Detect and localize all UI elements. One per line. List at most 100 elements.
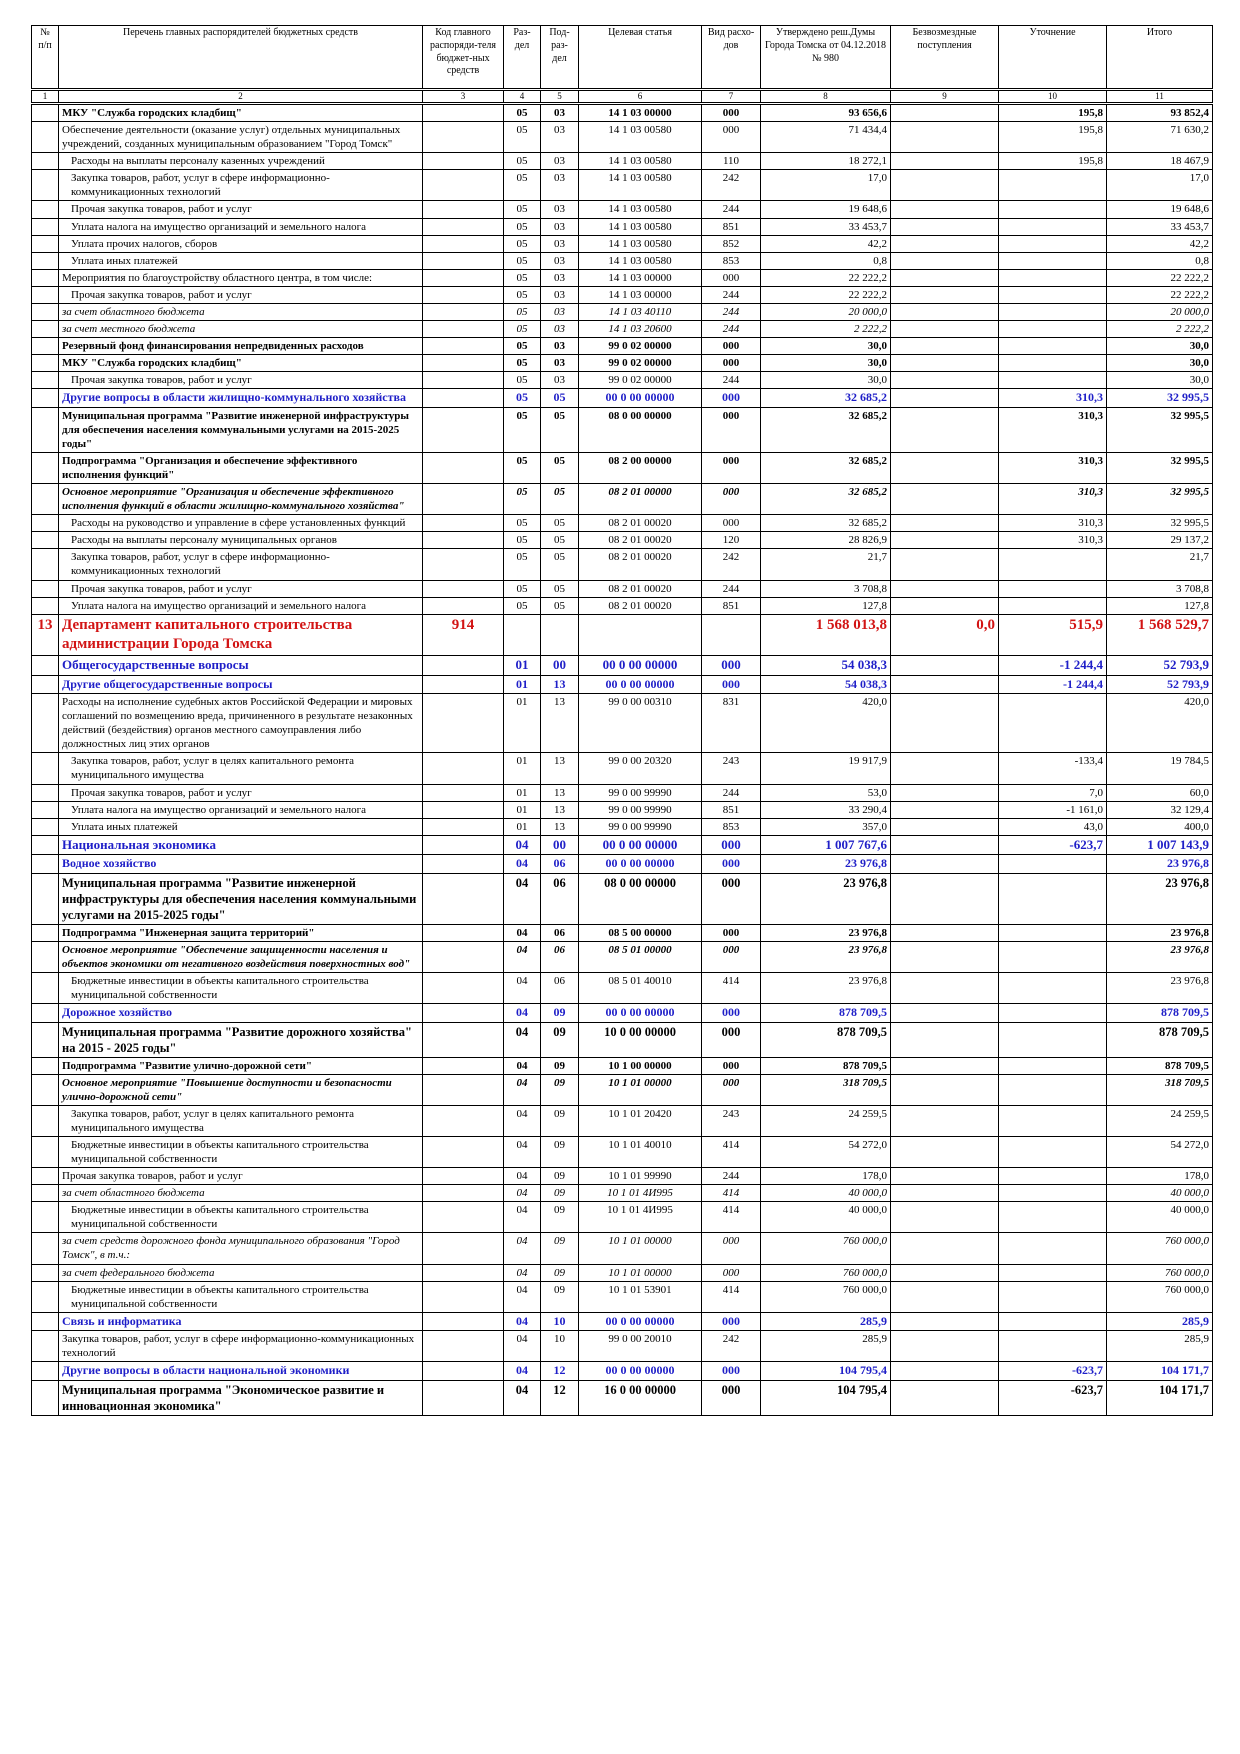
cell: 760 000,0 [760,1232,891,1265]
cell: 09 [540,1263,579,1282]
cell [890,872,999,925]
item-name: Муниципальная программа "Экономическое р… [58,1379,423,1416]
column-number: 6 [578,88,702,105]
cell: 05 [540,579,579,598]
cell: 00 0 00 00000 [578,1311,702,1332]
cell: 30,0 [760,337,891,356]
cell [31,451,59,485]
cell [422,548,504,581]
cell [422,320,504,339]
cell: 05 [503,268,541,287]
cell: 32 685,2 [760,451,891,485]
column-number: 4 [503,88,541,105]
cell [890,752,999,785]
column-number: 2 [58,88,423,105]
cell: 18 272,1 [760,152,891,171]
cell: 00 0 00 00000 [578,655,702,676]
cell [31,579,59,598]
cell [540,613,579,657]
item-name: Прочая закупка товаров, работ и услуг [58,783,423,802]
cell [422,1379,504,1416]
cell [422,1056,504,1075]
cell [890,406,999,453]
cell: 42,2 [1106,234,1213,253]
cell: 244 [701,200,761,219]
cell: 04 [503,834,541,856]
cell: 04 [503,1201,541,1234]
cell: 04 [503,923,541,942]
cell: 32 995,5 [1106,388,1213,408]
cell [998,234,1107,253]
column-number: 8 [760,88,891,105]
item-name: МКУ "Служба городских кладбищ" [58,354,423,373]
cell: 03 [540,102,579,123]
cell: 06 [540,940,579,973]
cell: 04 [503,1280,541,1313]
cell: 878 709,5 [1106,1021,1213,1058]
cell [31,800,59,819]
table-row: Бюджетные инвестиции в объекты капитальн… [31,1201,1213,1234]
cell: 10 1 01 20420 [578,1104,702,1137]
cell: 000 [701,121,761,154]
cell [31,1021,59,1058]
cell [422,783,504,802]
cell: 05 [503,531,541,550]
cell [31,971,59,1005]
cell: 110 [701,152,761,171]
cell [422,388,504,408]
header-cell: Раз-дел [503,25,541,90]
cell: 05 [503,121,541,154]
table-row: Уплата налога на имущество организаций и… [31,800,1213,819]
cell: 244 [701,783,761,802]
cell: 10 1 01 00000 [578,1263,702,1282]
column-number: 1 [31,88,59,105]
cell: 1 007 767,6 [760,834,891,856]
cell [422,596,504,615]
cell: 853 [701,817,761,836]
cell [31,923,59,942]
item-name: Подпрограмма "Развитие улично-дорожной с… [58,1056,423,1075]
cell [422,872,504,925]
cell [422,1021,504,1058]
cell: 99 0 02 00000 [578,354,702,373]
cell: 285,9 [1106,1330,1213,1363]
cell: 17,0 [1106,169,1213,202]
cell: 00 0 00 00000 [578,854,702,874]
cell [701,613,761,657]
table-row: Прочая закупка товаров, работ и услуг 05 0… [31,371,1213,390]
item-name: Бюджетные инвестиции в объекты капитальн… [58,971,423,1005]
cell: 285,9 [1106,1311,1213,1332]
cell [31,406,59,453]
cell [31,693,59,754]
cell [31,371,59,390]
cell [31,354,59,373]
item-name: Бюджетные инвестиции в объекты капитальн… [58,1135,423,1169]
item-name: Резервный фонд финансирования непредвиде… [58,337,423,356]
cell: 03 [540,234,579,253]
cell [998,923,1107,942]
table-row: за счет средств дорожного фонда муниципа… [31,1232,1213,1265]
cell [422,451,504,485]
cell [31,1056,59,1075]
cell: 14 1 03 00580 [578,234,702,253]
cell [422,371,504,390]
cell: 54 272,0 [1106,1135,1213,1169]
cell [890,268,999,287]
item-name: Дорожное хозяйство [58,1003,423,1023]
item-name: МКУ "Служба городских кладбищ" [58,102,423,123]
table-row: Расходы на выплаты персоналу муниципальн… [31,531,1213,550]
item-name: Закупка товаров, работ, услуг в сфере ин… [58,169,423,202]
table-row: за счет областного бюджета 04 09 10 1 01 4И… [31,1184,1213,1203]
cell: 04 [503,1003,541,1023]
cell: 24 259,5 [1106,1104,1213,1137]
cell: 000 [701,1003,761,1023]
cell: 13 [540,674,579,695]
cell [890,1330,999,1363]
table-row: МКУ "Служба городских кладбищ" 05 03 99 0 0… [31,354,1213,373]
cell [890,251,999,270]
cell [422,923,504,942]
cell: 14 1 03 00000 [578,285,702,304]
cell: 23 976,8 [760,923,891,942]
cell: 0,8 [760,251,891,270]
cell: 243 [701,1104,761,1137]
